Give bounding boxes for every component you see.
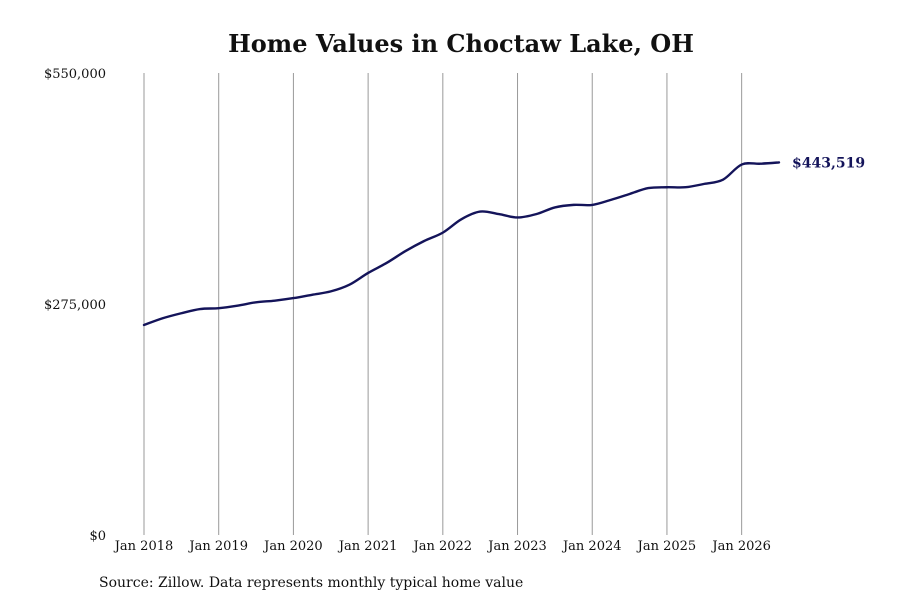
- y-tick-label: $0: [89, 529, 106, 544]
- x-tick-label: Jan 2021: [337, 539, 398, 554]
- x-tick-label: Jan 2019: [187, 539, 248, 554]
- x-tick-label: Jan 2023: [486, 539, 547, 554]
- y-tick-label: $550,000: [44, 67, 106, 82]
- x-tick-label: Jan 2026: [710, 539, 771, 554]
- series-line: [142, 161, 781, 327]
- y-tick-label: $275,000: [44, 298, 106, 313]
- end-value-label: $443,519: [792, 155, 865, 171]
- x-tick-label: Jan 2020: [262, 539, 323, 554]
- chart-title: Home Values in Choctaw Lake, OH: [228, 29, 694, 58]
- x-tick-label: Jan 2018: [113, 539, 174, 554]
- x-tick-label: Jan 2022: [412, 539, 473, 554]
- x-tick-label: Jan 2025: [636, 539, 697, 554]
- x-axis-ticks: Jan 2018 Jan 2019 Jan 2020 Jan 2021 Jan 2022…: [113, 539, 771, 554]
- grid-lines: [143, 73, 743, 535]
- y-axis-ticks: $0 $275,000 $550,000: [44, 67, 106, 544]
- x-tick-label: Jan 2024: [561, 539, 622, 554]
- source-note: Source: Zillow. Data represents monthly …: [99, 575, 523, 591]
